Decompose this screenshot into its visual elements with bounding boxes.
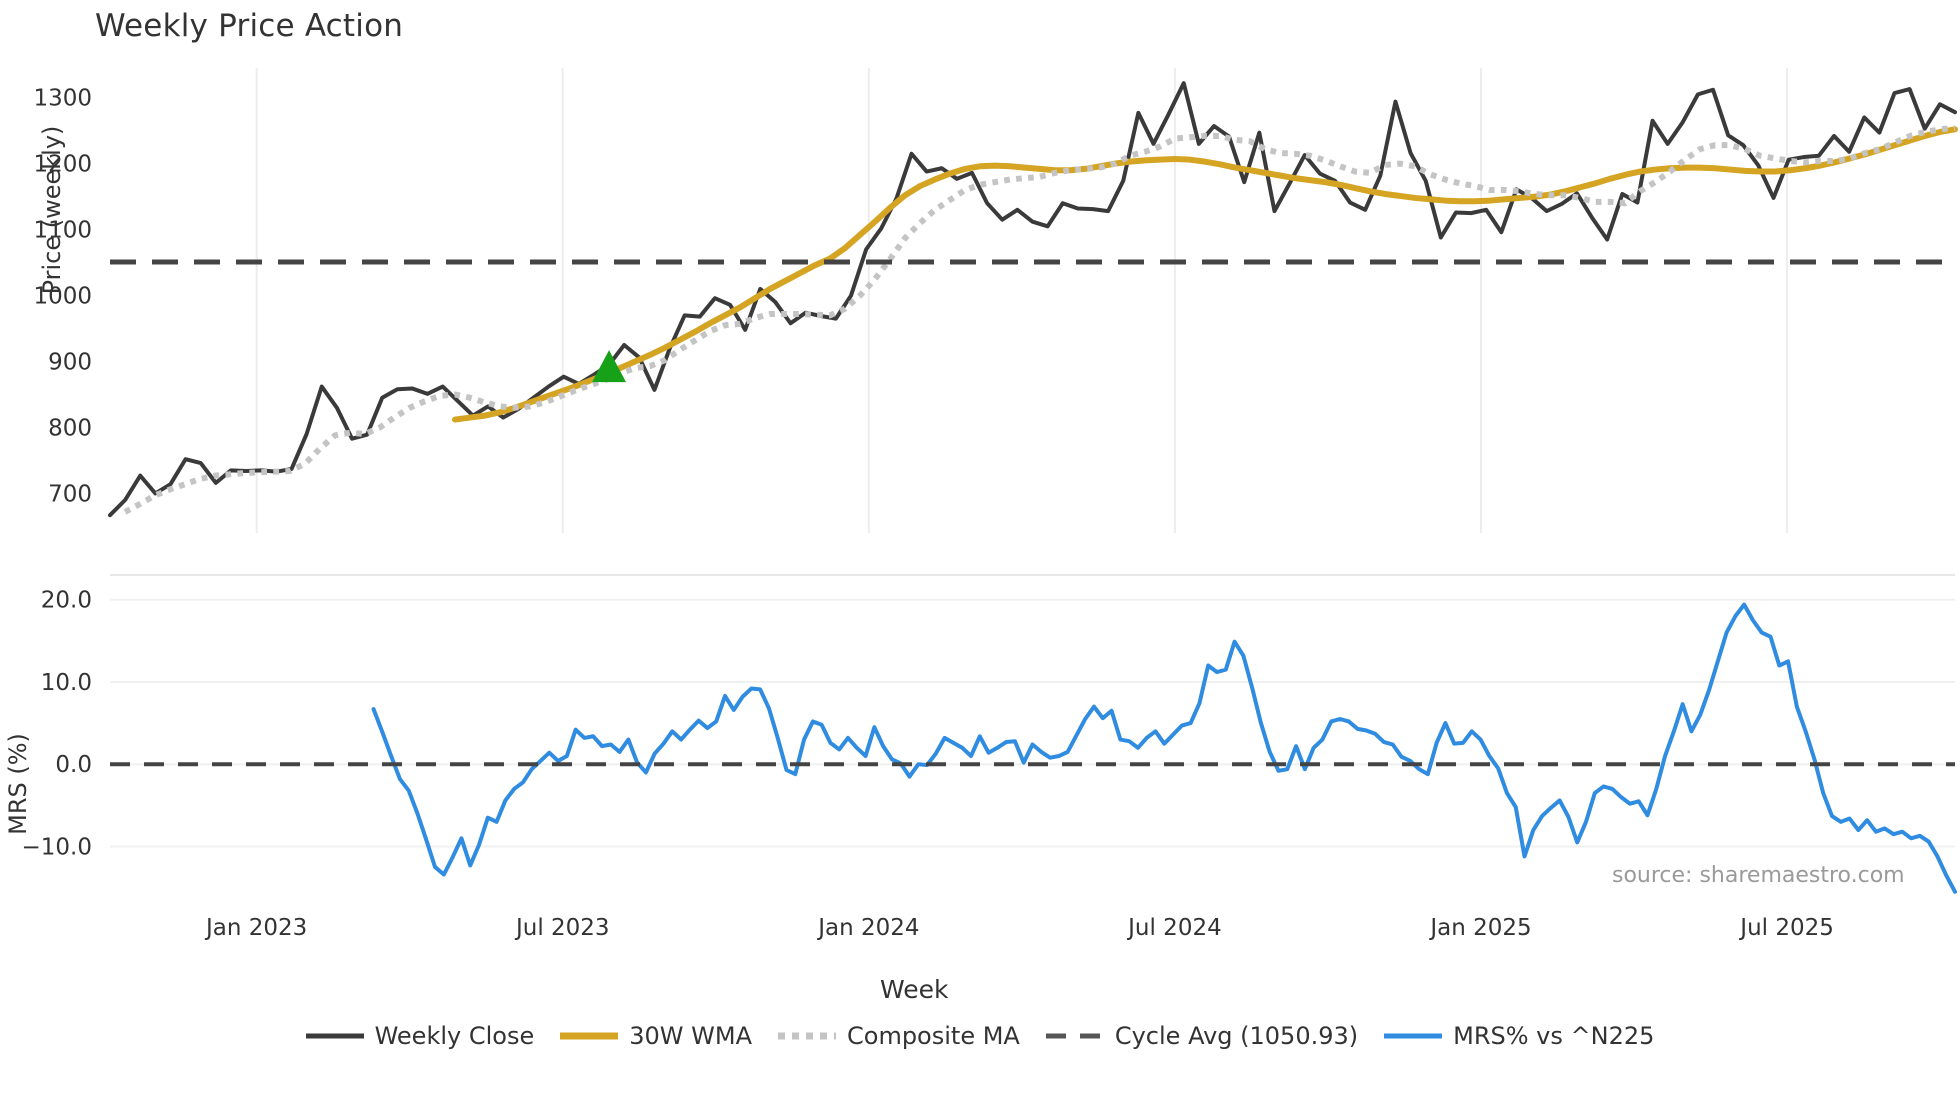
legend-swatch-icon xyxy=(305,1026,364,1046)
mrs-y-tick-label: 20.0 xyxy=(41,588,92,614)
price-y-tick-label: 1100 xyxy=(33,218,92,244)
legend-swatch-icon xyxy=(1045,1026,1104,1046)
x-axis-label: Week xyxy=(880,975,949,1004)
x-axis-tick-label: Jul 2025 xyxy=(1738,915,1834,941)
legend-label: Cycle Avg (1050.93) xyxy=(1114,1022,1359,1050)
price-y-tick-label: 900 xyxy=(48,350,92,376)
legend-item-mrs-vs-n225[interactable]: MRS% vs ^N225 xyxy=(1384,1022,1654,1050)
series-line-30w-wma xyxy=(452,126,1958,423)
x-axis-tick-label: Jul 2023 xyxy=(514,915,610,941)
legend-label: 30W WMA xyxy=(629,1022,752,1050)
x-axis-tick-label: Jan 2024 xyxy=(816,915,919,941)
mrs-y-tick-label: 10.0 xyxy=(41,670,92,696)
legend-item-weekly-close[interactable]: Weekly Close xyxy=(305,1022,535,1050)
chart-plot-area: Jan 2023 Jul 2023 Jan 2024 Jul 2024 Jan 2025… xyxy=(22,68,1958,941)
price-y-tick-label: 1000 xyxy=(33,284,92,310)
x-axis-tick-label: Jan 2025 xyxy=(1428,915,1531,941)
series-line-weekly-close xyxy=(108,81,1957,518)
series-line-mrs-vs-n225 xyxy=(371,602,1957,894)
source-attribution: source: sharemaestro.com xyxy=(1612,863,1905,888)
page-title: Weekly Price Action xyxy=(95,8,404,44)
mrs-y-tick-label: −10.0 xyxy=(22,835,92,861)
x-axis-tick-label: Jan 2023 xyxy=(204,915,307,941)
legend-item-30w-wma[interactable]: 30W WMA xyxy=(560,1022,752,1050)
legend-item-composite-ma[interactable]: Composite MA xyxy=(778,1022,1020,1050)
legend-swatch-icon xyxy=(560,1026,619,1046)
legend-item-cycle-avg-1050-93[interactable]: Cycle Avg (1050.93) xyxy=(1045,1022,1359,1050)
legend-swatch-icon xyxy=(1384,1026,1443,1046)
buy-signal-marker-icon xyxy=(592,350,627,383)
legend-swatch-icon xyxy=(778,1026,836,1046)
legend-label: Weekly Close xyxy=(374,1022,535,1050)
chart-legend: Weekly Close 30W WMA Composite MA Cycle Avg… xyxy=(0,1022,1960,1050)
price-y-tick-label: 800 xyxy=(48,415,92,441)
price-y-tick-label: 1300 xyxy=(33,86,92,112)
price-y-tick-label: 700 xyxy=(48,481,92,507)
mrs-y-tick-label: 0.0 xyxy=(55,752,92,778)
price-y-tick-label: 1200 xyxy=(33,152,92,178)
legend-label: Composite MA xyxy=(847,1022,1020,1050)
legend-label: MRS% vs ^N225 xyxy=(1453,1022,1655,1050)
series-line-composite-ma xyxy=(123,125,1956,515)
x-axis-tick-label: Jul 2024 xyxy=(1126,915,1222,941)
